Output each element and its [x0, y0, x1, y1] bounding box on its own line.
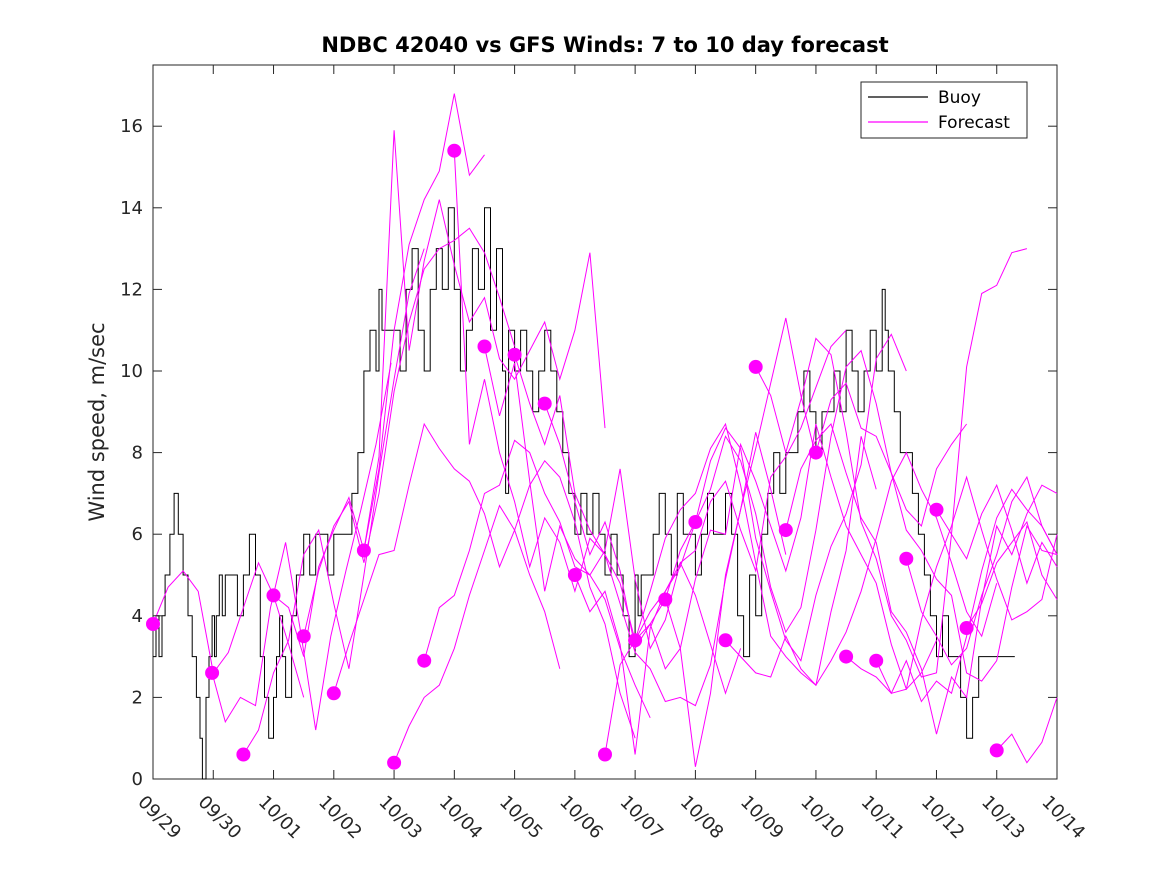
forecast-start-marker	[387, 755, 402, 770]
forecast-start-marker	[477, 339, 492, 354]
forecast-start-marker	[869, 653, 884, 668]
forecast-start-marker	[146, 617, 160, 631]
y-tick-label: 0	[132, 769, 143, 790]
chart-title: NDBC 42040 vs GFS Winds: 7 to 10 day for…	[321, 33, 888, 57]
forecast-start-marker	[688, 515, 703, 529]
forecast-start-marker	[929, 502, 944, 517]
forecast-start-marker	[296, 629, 311, 644]
forecast-series-line-22	[815, 382, 1058, 682]
forecast-series-line-14	[574, 329, 847, 755]
forecast-start-marker	[567, 568, 582, 582]
forecast-start-marker	[356, 543, 371, 558]
legend-buoy-label: Buoy	[938, 88, 981, 108]
legend-box	[860, 81, 1028, 139]
forecast-series-line-1	[152, 561, 305, 698]
forecast-series-line-17	[664, 423, 937, 691]
forecast-series-line-25	[905, 475, 1058, 666]
forecast-start-marker	[658, 592, 673, 607]
forecast-start-marker	[989, 743, 1004, 758]
forecast-start-marker	[537, 396, 552, 411]
y-tick-label: 2	[132, 687, 143, 708]
forecast-start-marker	[778, 523, 793, 538]
legend: Buoy Forecast	[860, 81, 1028, 139]
forecast-series-line-11	[484, 346, 742, 695]
y-axis-label: Wind speed, m/sec	[85, 322, 109, 521]
forecast-series-line-16	[634, 333, 907, 662]
forecast-start-marker	[236, 747, 251, 762]
y-tick-label: 16	[120, 116, 143, 137]
forecast-series-line-6	[333, 422, 561, 694]
forecast-start-marker	[326, 686, 341, 701]
forecast-start-marker	[808, 445, 823, 460]
y-tick-label: 6	[132, 524, 143, 545]
y-tick-label: 10	[120, 361, 143, 382]
forecast-series-line-3	[242, 248, 425, 755]
forecast-start-marker	[266, 588, 281, 603]
forecast-series-line-8	[393, 459, 636, 763]
y-tick-label: 8	[132, 443, 143, 464]
forecast-start-marker	[899, 551, 914, 566]
y-tick-label: 4	[132, 606, 143, 627]
forecast-series-line-9	[423, 439, 651, 719]
forecast-series-line-5	[303, 227, 516, 637]
forecast-series-line-21	[785, 423, 1058, 735]
forecast-start-marker	[205, 665, 220, 680]
y-tick-label: 14	[120, 198, 143, 219]
forecast-start-marker	[839, 649, 854, 664]
forecast-series-line-7	[363, 130, 606, 551]
y-tick-label: 12	[120, 279, 143, 300]
series-layer	[152, 93, 1058, 780]
forecast-start-marker	[718, 633, 733, 648]
forecast-series-line-20	[755, 248, 1028, 678]
forecast-start-marker	[507, 347, 522, 362]
forecast-start-marker	[417, 653, 432, 668]
forecast-series-line-19	[725, 451, 998, 687]
forecast-series-line-18	[694, 349, 968, 634]
forecast-start-marker	[959, 621, 974, 635]
forecast-series-line-27	[966, 520, 1058, 629]
forecast-start-marker	[748, 359, 763, 374]
forecast-series-line-23	[845, 488, 1058, 703]
legend-forecast-label: Forecast	[938, 113, 1010, 133]
buoy-series-line	[153, 207, 1015, 780]
forecast-start-marker	[598, 747, 612, 762]
forecast-series-line-28	[996, 697, 1058, 764]
marker-layer	[146, 143, 1004, 770]
forecast-series-line-4	[273, 93, 485, 657]
forecast-series-line-24	[875, 475, 1058, 694]
forecast-start-marker	[447, 143, 462, 158]
forecast-start-marker	[628, 633, 643, 648]
forecast-series-line-15	[604, 422, 877, 755]
